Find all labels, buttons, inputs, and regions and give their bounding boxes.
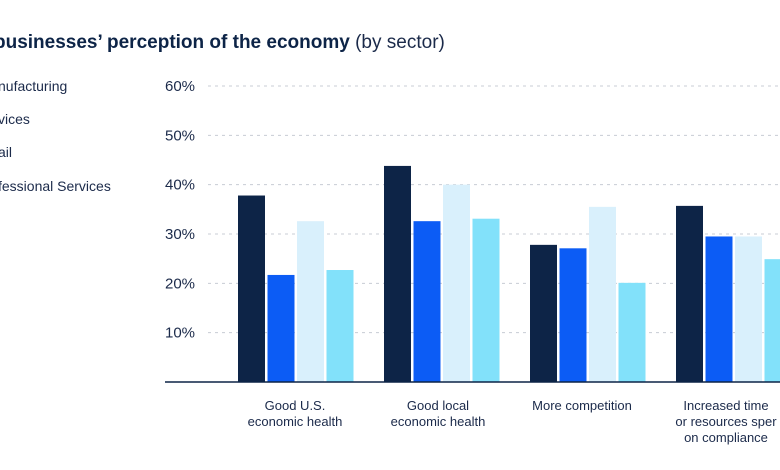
legend-item-professional-services: fessional Services bbox=[0, 178, 111, 194]
bar bbox=[297, 221, 324, 382]
category-label: economic health bbox=[391, 414, 486, 429]
bar bbox=[764, 259, 780, 382]
bar bbox=[530, 244, 557, 382]
bar bbox=[735, 236, 762, 382]
bar bbox=[326, 270, 354, 382]
bar bbox=[705, 236, 733, 382]
bar bbox=[559, 248, 587, 382]
y-tick-label: 60% bbox=[165, 78, 195, 95]
bar bbox=[676, 205, 703, 382]
bar bbox=[267, 274, 295, 382]
category-label: More competition bbox=[532, 398, 632, 413]
y-tick-label: 30% bbox=[165, 226, 195, 243]
category-label: Good local bbox=[407, 398, 469, 413]
legend-item-manufacturing: nufacturing bbox=[0, 78, 68, 94]
bar bbox=[472, 218, 500, 382]
category-label: economic health bbox=[248, 414, 343, 429]
category-label: or resources sper bbox=[675, 414, 777, 429]
legend-item-services: vices bbox=[0, 111, 30, 127]
bar bbox=[384, 165, 411, 382]
bar bbox=[238, 195, 265, 382]
bar bbox=[618, 282, 646, 382]
chart-title: businesses’ perception of the economy (b… bbox=[0, 32, 445, 54]
legend-item-retail: ail bbox=[0, 144, 13, 160]
y-tick-label: 50% bbox=[165, 127, 195, 144]
bar bbox=[589, 206, 616, 382]
chart-title-bold: businesses’ perception of the economy bbox=[0, 32, 350, 53]
y-tick-label: 40% bbox=[165, 177, 195, 194]
y-tick-label: 20% bbox=[165, 275, 195, 292]
category-label: Increased time bbox=[683, 398, 768, 413]
bar bbox=[443, 184, 470, 382]
chart-title-suffix: (by sector) bbox=[349, 32, 445, 53]
bar bbox=[413, 221, 441, 382]
category-label: on compliance bbox=[684, 430, 768, 445]
y-tick-label: 10% bbox=[165, 325, 195, 342]
category-label: Good U.S. bbox=[265, 398, 326, 413]
